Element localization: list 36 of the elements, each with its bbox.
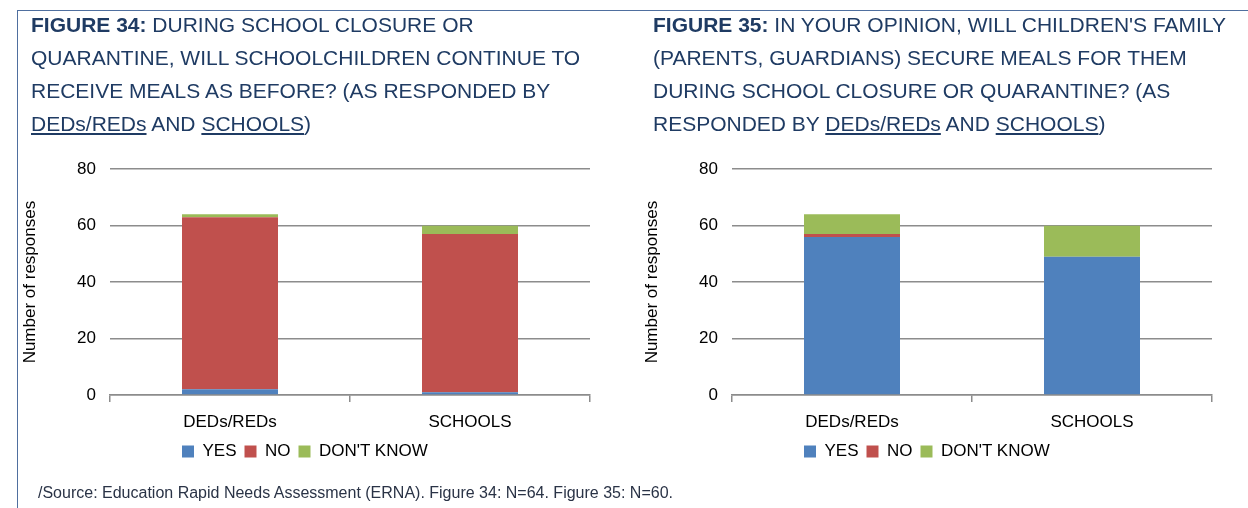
x-tick-label: SCHOOLS (428, 411, 512, 431)
bar (804, 234, 900, 237)
bar (1044, 225, 1140, 257)
y-tick-label: 40 (699, 271, 718, 291)
y-tick-label: 40 (77, 271, 96, 291)
y-tick-label: 80 (77, 158, 96, 178)
bar (804, 214, 900, 235)
x-tick-label: DEDs/REDs (805, 411, 899, 431)
y-tick-label: 80 (699, 158, 718, 178)
y-tick-label: 0 (708, 384, 718, 404)
legend-label: NO (887, 441, 913, 461)
bar (422, 225, 518, 235)
legend-label: NO (265, 441, 291, 461)
legend-label: DON'T KNOW (319, 441, 428, 461)
bar (182, 217, 278, 390)
legend-label: YES (202, 441, 237, 461)
chart-title: FIGURE 34: DURING SCHOOL CLOSURE OR QUARANTINE, WILL SCHOOLCHILDREN CONTINUE TO RECEIVE MEALS AS BEFORE? (AS RESPONDED BY DEDs/REDs AND SCHOOLS) (31, 12, 582, 137)
y-tick-label: 20 (77, 328, 96, 348)
bar (182, 389, 278, 395)
bar (422, 234, 518, 393)
bar (422, 392, 518, 395)
y-tick-label: 20 (699, 328, 718, 348)
y-tick-label: 60 (699, 215, 718, 235)
bar (1044, 256, 1140, 395)
text: /Source: Education Rapid Needs Assessment (ERNA). Figure 34: N=64. Figure 35: N=60. (38, 484, 673, 502)
bar (804, 236, 900, 395)
chart-title: FIGURE 35: IN YOUR OPINION, WILL CHILDREN'S FAMILY (PARENTS, GUARDIANS) SECURE MEALS FOR THEM DURING SCHOOL CLOSURE OR QUARANTINE? (AS RESPONDED BY DEDs/REDs AND SCHOOLS) (653, 13, 1226, 135)
y-axis-title: Number of responses (19, 200, 39, 364)
x-tick-label: SCHOOLS (1050, 411, 1134, 431)
y-tick-label: 0 (86, 384, 96, 404)
legend-label: YES (824, 441, 859, 461)
y-axis-title: Number of responses (641, 200, 661, 364)
x-tick-label: DEDs/REDs (183, 411, 277, 431)
y-tick-label: 60 (77, 215, 96, 235)
bar (182, 214, 278, 218)
legend-label: DON'T KNOW (941, 441, 1050, 461)
